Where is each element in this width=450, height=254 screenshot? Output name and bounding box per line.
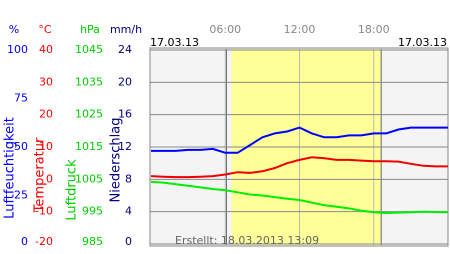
y-tick-label: 40 xyxy=(39,43,53,56)
y-tick-label: 1045 xyxy=(75,43,103,56)
y-tick-label: 8 xyxy=(125,172,132,185)
y-tick-label: 4 xyxy=(125,205,132,218)
y-tick-label: 10 xyxy=(39,140,53,153)
y-tick-label: 0 xyxy=(21,235,28,248)
y-tick-label: 50 xyxy=(14,140,28,153)
y-tick-label: 1025 xyxy=(75,108,103,121)
y-tick-label: 30 xyxy=(39,75,53,88)
series-line xyxy=(150,156,448,179)
created-label: Erstellt: 18.03.2013 13:09 xyxy=(175,234,319,247)
y-tick-label: 0 xyxy=(46,172,53,185)
series-line xyxy=(150,180,449,215)
date-right: 17.03.13 xyxy=(398,36,447,49)
y-tick-label: 75 xyxy=(14,92,28,105)
y-tick-label: -10 xyxy=(35,205,53,218)
axis-title: Temperatur xyxy=(33,137,48,213)
y-tick-label: 0 xyxy=(125,235,132,248)
y-tick-label: -20 xyxy=(35,235,53,248)
axis-unit: % xyxy=(9,23,19,36)
y-tick-label: 24 xyxy=(118,43,132,56)
y-tick-label: 1005 xyxy=(75,172,103,185)
date-left: 17.03.13 xyxy=(150,36,199,49)
series-line xyxy=(151,126,448,154)
axis-unit: °C xyxy=(38,23,52,36)
y-tick-label: 16 xyxy=(118,108,132,121)
axis-title: Luftfeuchtigkeit xyxy=(3,117,18,219)
y-tick-label: 1015 xyxy=(75,140,103,153)
x-tick-label: 18:00 xyxy=(358,23,390,36)
axis-unit: hPa xyxy=(80,23,100,36)
x-tick-label: 06:00 xyxy=(209,23,241,36)
y-tick-label: 20 xyxy=(118,75,132,88)
y-tick-label: 12 xyxy=(118,140,132,153)
axis-title: Niederschlag xyxy=(109,118,124,203)
y-tick-label: 995 xyxy=(82,205,103,218)
y-tick-label: 100 xyxy=(7,43,28,56)
y-tick-label: 25 xyxy=(14,189,28,202)
axis-title: Luftdruck xyxy=(65,159,80,221)
y-tick-label: 1035 xyxy=(75,75,103,88)
x-tick-label: 12:00 xyxy=(284,23,316,36)
y-tick-label: 20 xyxy=(39,108,53,121)
axis-unit: mm/h xyxy=(110,23,142,36)
y-tick-label: 985 xyxy=(82,235,103,248)
